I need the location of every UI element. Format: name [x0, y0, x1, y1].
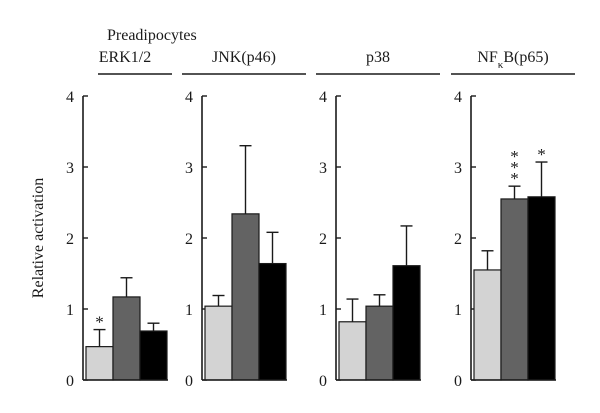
panel-2: 0 1 2 3 4 JNK(p46) — [182, 49, 306, 390]
y-tick-label: 3 — [66, 160, 74, 177]
significance-marker: * — [95, 313, 104, 332]
significance-marker: * * * — [510, 147, 519, 188]
y-tick-label: 2 — [66, 231, 74, 248]
y-tick-label: 0 — [454, 373, 462, 390]
panel-1: 0 1 2 3 4 * ERK1/2 — [66, 49, 172, 390]
y-tick-label: 4 — [66, 89, 74, 106]
bar — [204, 305, 233, 381]
y-tick-label: 3 — [319, 160, 327, 177]
y-tick-label: 4 — [454, 89, 462, 106]
bar — [527, 196, 556, 381]
bar — [473, 269, 502, 381]
y-tick-label: 1 — [66, 302, 74, 319]
y-axis-title: Relative activation — [30, 178, 47, 298]
panel-title: p38 — [366, 49, 390, 66]
bar — [338, 321, 367, 381]
bar — [500, 198, 529, 381]
y-tick-label: 0 — [319, 373, 327, 390]
y-tick-label: 0 — [185, 373, 193, 390]
y-tick-label: 3 — [185, 160, 193, 177]
y-tick-label: 4 — [319, 89, 327, 106]
panel-title: ERK1/2 — [99, 49, 151, 66]
bar — [258, 262, 287, 381]
bar — [112, 296, 141, 381]
y-tick-label: 2 — [319, 231, 327, 248]
panel-title: NFκB(p65) — [477, 49, 548, 71]
y-tick-label: 2 — [454, 231, 462, 248]
y-tick-label: 3 — [454, 160, 462, 177]
y-tick-label: 2 — [185, 231, 193, 248]
panel-title: JNK(p46) — [212, 49, 276, 66]
y-tick-label: 1 — [185, 302, 193, 319]
bar — [365, 305, 394, 381]
y-tick-label: 1 — [454, 302, 462, 319]
bar — [85, 346, 114, 381]
bar — [231, 213, 260, 381]
panel-3: 0 1 2 3 4 p38 — [316, 49, 440, 390]
y-tick-label: 4 — [185, 89, 193, 106]
super-title: Preadipocytes — [107, 27, 197, 44]
y-tick-label: 1 — [319, 302, 327, 319]
significance-marker: * — [537, 145, 546, 164]
bar — [139, 330, 168, 381]
y-tick-label: 0 — [66, 373, 74, 390]
bar — [392, 265, 421, 381]
